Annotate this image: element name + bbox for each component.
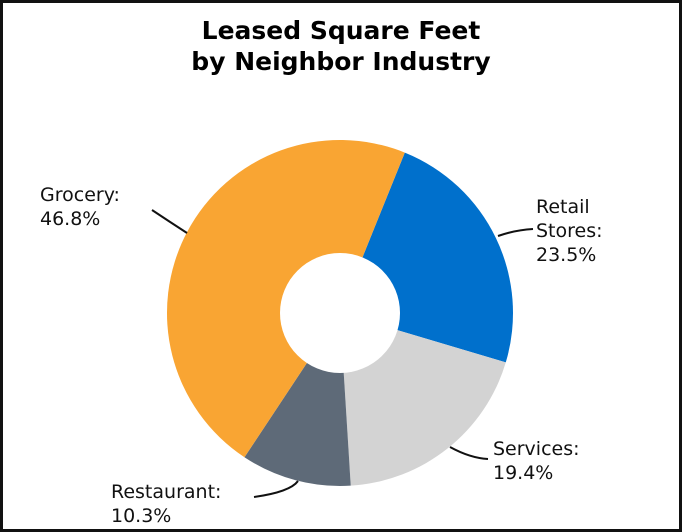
label-grocery-name: Grocery:: [40, 184, 120, 206]
chart-title: Leased Square Feet by Neighbor Industry: [0, 15, 682, 77]
leader-line-grocery: [151, 209, 188, 234]
label-retail-stores: Retail Stores: 23.5%: [536, 195, 603, 267]
label-restaurant-value: 10.3%: [111, 505, 172, 527]
label-restaurant-name: Restaurant:: [111, 481, 222, 503]
chart-title-line-1: Leased Square Feet: [201, 16, 481, 45]
label-services: Services: 19.4%: [493, 437, 580, 485]
label-services-value: 19.4%: [493, 462, 554, 484]
label-retail-stores-name-1: Retail: [536, 196, 590, 218]
leader-line-restaurant: [253, 480, 299, 498]
donut-hole: [280, 253, 400, 373]
label-restaurant: Restaurant: 10.3%: [111, 480, 221, 528]
label-retail-stores-name-2: Stores:: [536, 220, 603, 242]
label-services-name: Services:: [493, 438, 580, 460]
leader-line-services: [449, 446, 489, 460]
chart-title-line-2: by Neighbor Industry: [191, 47, 491, 76]
label-retail-stores-value: 23.5%: [536, 244, 597, 266]
leader-line-retail-stores: [497, 228, 534, 237]
label-grocery-value: 46.8%: [40, 208, 101, 230]
label-grocery: Grocery: 46.8%: [40, 183, 120, 231]
